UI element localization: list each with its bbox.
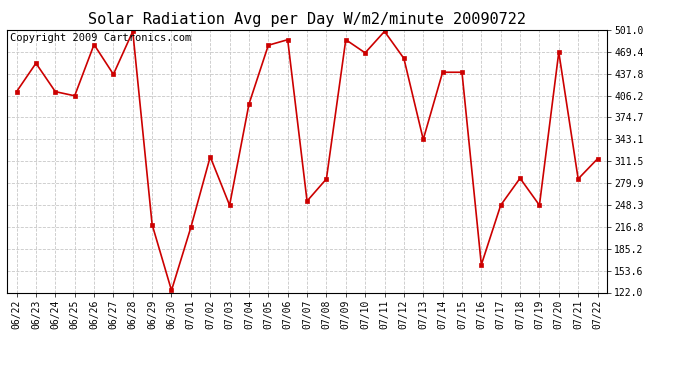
Text: Copyright 2009 Cartronics.com: Copyright 2009 Cartronics.com xyxy=(10,33,191,43)
Title: Solar Radiation Avg per Day W/m2/minute 20090722: Solar Radiation Avg per Day W/m2/minute … xyxy=(88,12,526,27)
